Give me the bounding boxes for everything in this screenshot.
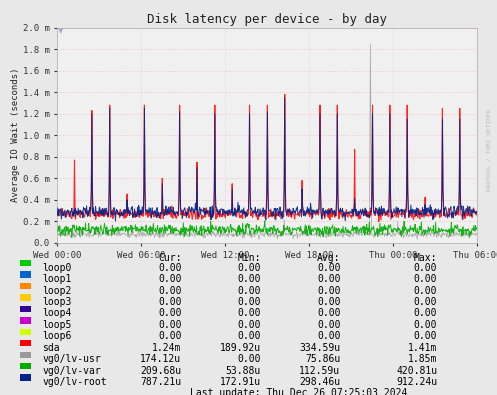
Text: 0.00: 0.00 [414,274,437,284]
Text: 0.00: 0.00 [317,274,340,284]
Text: 0.00: 0.00 [414,331,437,341]
Text: 0.00: 0.00 [158,274,181,284]
Text: 912.24u: 912.24u [396,377,437,387]
Text: 0.00: 0.00 [238,263,261,273]
Text: 0.00: 0.00 [238,286,261,295]
Text: Min:: Min: [238,253,261,263]
Text: 0.00: 0.00 [238,297,261,307]
Text: Max:: Max: [414,253,437,263]
Text: 0.00: 0.00 [414,308,437,318]
Text: 0.00: 0.00 [158,331,181,341]
Text: 174.12u: 174.12u [140,354,181,364]
Text: 0.00: 0.00 [158,263,181,273]
Text: 0.00: 0.00 [158,308,181,318]
Text: 75.86u: 75.86u [305,354,340,364]
Text: 0.00: 0.00 [238,320,261,330]
Text: 172.91u: 172.91u [220,377,261,387]
Text: 0.00: 0.00 [158,286,181,295]
Text: 189.92u: 189.92u [220,343,261,353]
Text: loop0: loop0 [42,263,72,273]
Text: 1.41m: 1.41m [408,343,437,353]
Text: ▼: ▼ [58,28,64,34]
Text: RRDTOOL / TOBI OETIKER: RRDTOOL / TOBI OETIKER [486,109,491,191]
Text: 209.68u: 209.68u [140,366,181,376]
Text: 0.00: 0.00 [414,263,437,273]
Text: vg0/lv-var: vg0/lv-var [42,366,101,376]
Text: 53.88u: 53.88u [226,366,261,376]
Text: vg0/lv-usr: vg0/lv-usr [42,354,101,364]
Text: loop1: loop1 [42,274,72,284]
Text: 0.00: 0.00 [317,286,340,295]
Text: 1.24m: 1.24m [152,343,181,353]
Text: 112.59u: 112.59u [299,366,340,376]
Title: Disk latency per device - by day: Disk latency per device - by day [147,13,387,26]
Text: 420.81u: 420.81u [396,366,437,376]
Text: 787.21u: 787.21u [140,377,181,387]
Text: 0.00: 0.00 [158,297,181,307]
Text: loop2: loop2 [42,286,72,295]
Text: Cur:: Cur: [158,253,181,263]
Text: 0.00: 0.00 [414,286,437,295]
Text: 0.00: 0.00 [317,308,340,318]
Text: 0.00: 0.00 [317,331,340,341]
Text: 334.59u: 334.59u [299,343,340,353]
Text: loop5: loop5 [42,320,72,330]
Text: 0.00: 0.00 [238,354,261,364]
Text: loop3: loop3 [42,297,72,307]
Text: 0.00: 0.00 [238,331,261,341]
Text: vg0/lv-root: vg0/lv-root [42,377,107,387]
Text: 0.00: 0.00 [238,274,261,284]
Text: 298.46u: 298.46u [299,377,340,387]
Text: 1.85m: 1.85m [408,354,437,364]
Text: Avg:: Avg: [317,253,340,263]
Text: 0.00: 0.00 [238,308,261,318]
Text: loop6: loop6 [42,331,72,341]
Y-axis label: Average IO Wait (seconds): Average IO Wait (seconds) [11,68,20,203]
Text: 0.00: 0.00 [317,320,340,330]
Text: sda: sda [42,343,60,353]
Text: 0.00: 0.00 [414,297,437,307]
Text: 0.00: 0.00 [158,320,181,330]
Text: 0.00: 0.00 [317,297,340,307]
Text: loop4: loop4 [42,308,72,318]
Text: Last update: Thu Dec 26 07:25:03 2024: Last update: Thu Dec 26 07:25:03 2024 [189,388,407,395]
Text: 0.00: 0.00 [414,320,437,330]
Text: 0.00: 0.00 [317,263,340,273]
